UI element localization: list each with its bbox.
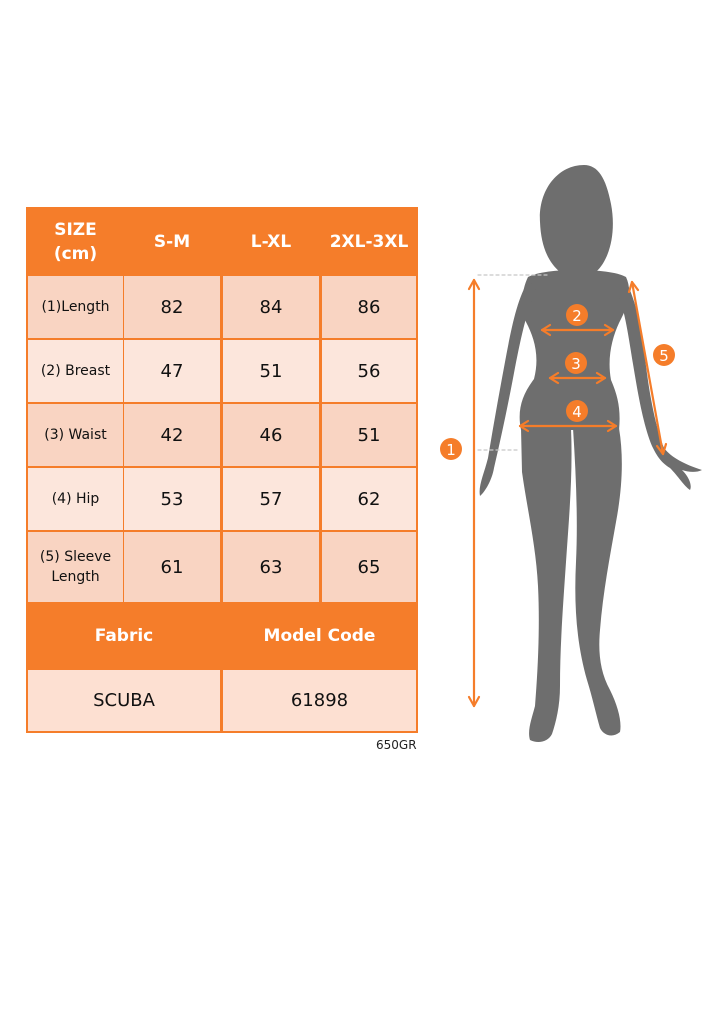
size-column-header: 2XL-3XL: [329, 232, 409, 252]
marker-1-label: 1: [446, 441, 456, 459]
size-column-header: L-XL: [250, 232, 292, 252]
marker-4-icon: [566, 400, 588, 422]
row-label-breast: (2) Breast: [28, 340, 123, 402]
row-label-sleeve-length: (5) Sleeve Length: [28, 532, 123, 602]
table-cell: 57: [223, 468, 319, 530]
table-cell: 65: [322, 532, 416, 602]
table-cell: 63: [223, 532, 319, 602]
row-label-length: (1)Length: [28, 276, 123, 338]
fabric-header: Fabric: [94, 626, 154, 646]
unit-header-label: (cm): [53, 244, 98, 264]
model-code-header: Model Code: [263, 626, 376, 646]
size-header-label: SIZE: [54, 220, 97, 240]
table-cell: 56: [322, 340, 416, 402]
table-cell: 46: [223, 404, 319, 466]
measurement-markers: 1 2 3 4 5: [440, 304, 675, 460]
table-cell: 47: [124, 340, 220, 402]
fabric-value: SCUBA: [28, 670, 220, 731]
table-cell: 86: [322, 276, 416, 338]
marker-4-label: 4: [572, 403, 582, 421]
row-label-hip: (4) Hip: [28, 468, 123, 530]
table-cell: 51: [223, 340, 319, 402]
size-unit-header: SIZE (cm): [28, 209, 123, 275]
woman-silhouette-icon: [479, 165, 702, 742]
marker-5-label: 5: [659, 347, 669, 365]
marker-2-label: 2: [572, 307, 582, 325]
table-cell: 42: [124, 404, 220, 466]
model-code-value: 61898: [223, 670, 416, 731]
table-cell: 53: [124, 468, 220, 530]
marker-3-label: 3: [571, 355, 581, 373]
product-code: 650GR: [376, 738, 417, 752]
marker-1-icon: [440, 438, 462, 460]
marker-5-icon: [653, 344, 675, 366]
measurement-guides: [467, 274, 668, 708]
table-cell: 62: [322, 468, 416, 530]
marker-2-icon: [566, 304, 588, 326]
table-cell: 51: [322, 404, 416, 466]
table-cell: 61: [124, 532, 220, 602]
body-measurement-figure: 1 2 3 4 5: [440, 165, 702, 742]
table-cell: 82: [124, 276, 220, 338]
marker-3-icon: [565, 352, 587, 374]
size-chart-table: SIZE (cm) S-M L-XL 2XL-3XL (1)Length 82 …: [26, 207, 418, 733]
size-column-header: S-M: [153, 232, 191, 252]
table-cell: 84: [223, 276, 319, 338]
row-label-waist: (3) Waist: [28, 404, 123, 466]
